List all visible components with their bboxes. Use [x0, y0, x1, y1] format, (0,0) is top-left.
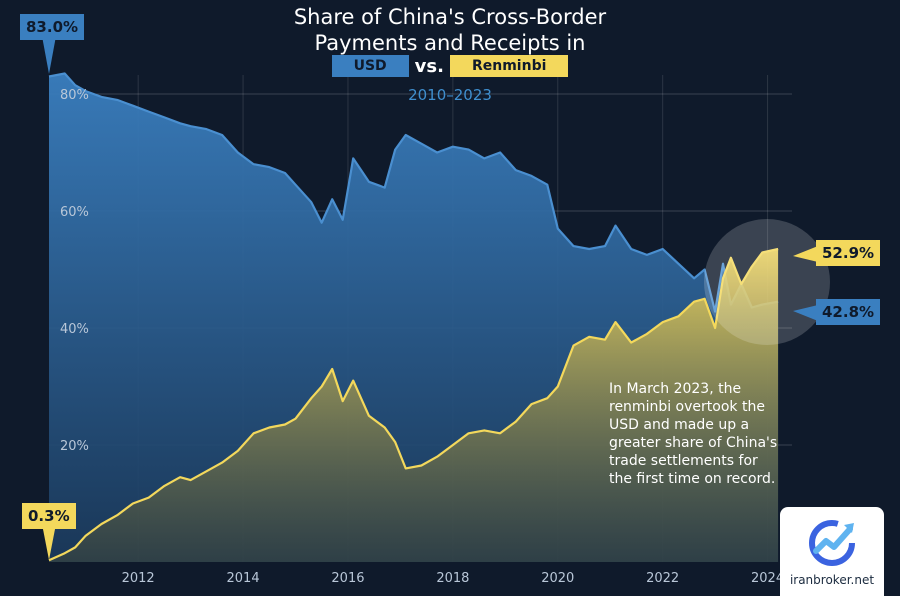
legend-vs: vs. — [414, 55, 444, 77]
rmb-end-pointer — [793, 246, 818, 262]
x-axis-ticks: 2012 2014 2016 2018 2020 2022 2024 — [122, 571, 784, 586]
rmb-end-label: 52.9% — [816, 240, 881, 266]
renminbi-series — [48, 247, 779, 562]
highlight-circle — [704, 219, 830, 345]
annotation-line: renminbi overtook the — [609, 399, 765, 415]
x-tick-label: 2014 — [227, 571, 260, 586]
watermark: iranbroker.net — [780, 507, 884, 596]
annotation-line: In March 2023, the — [609, 381, 742, 397]
x-tick-label: 2024 — [751, 571, 784, 586]
usd-series-line — [48, 72, 779, 313]
renminbi-series-area — [49, 249, 779, 562]
y-tick-label: 20% — [60, 439, 89, 454]
annotation-line: USD and made up a — [609, 417, 750, 433]
chart-title-line1: Share of China's Cross-Border — [293, 5, 607, 29]
watermark-text: iranbroker.net — [789, 573, 875, 587]
x-tick-label: 2012 — [122, 571, 155, 586]
x-tick-label: 2022 — [646, 571, 679, 586]
usd-start-pointer — [42, 36, 56, 74]
legend-usd: USD — [331, 55, 409, 77]
usd-end-pointer — [793, 305, 818, 321]
chart-subtitle: 2010–2023 — [408, 86, 492, 104]
chart-trend-icon — [809, 520, 855, 566]
chart-title-line2: Payments and Receipts in — [314, 31, 586, 55]
rmb-start-label: 0.3% — [22, 503, 76, 529]
annotation: In March 2023, the renminbi overtook the… — [609, 380, 789, 488]
y-tick-label: 60% — [60, 205, 89, 220]
x-tick-label: 2016 — [331, 571, 364, 586]
annotation-line: greater share of China's — [609, 435, 778, 451]
rmb-start-pointer — [42, 524, 56, 560]
y-tick-label: 40% — [60, 322, 89, 337]
y-axis-ticks: 20% 40% 60% 80% — [60, 88, 89, 454]
annotation-line: trade settlements for — [609, 453, 758, 469]
usd-end-label: 42.8% — [816, 299, 881, 325]
legend-renminbi: Renminbi — [449, 55, 569, 77]
usd-start-label: 83.0% — [20, 14, 85, 40]
x-tick-label: 2020 — [541, 571, 574, 586]
annotation-line: the first time on record. — [609, 471, 776, 487]
x-tick-label: 2018 — [436, 571, 469, 586]
renminbi-series-line — [48, 247, 779, 562]
y-tick-label: 80% — [60, 88, 89, 103]
legend: USD vs. Renminbi — [0, 55, 900, 77]
